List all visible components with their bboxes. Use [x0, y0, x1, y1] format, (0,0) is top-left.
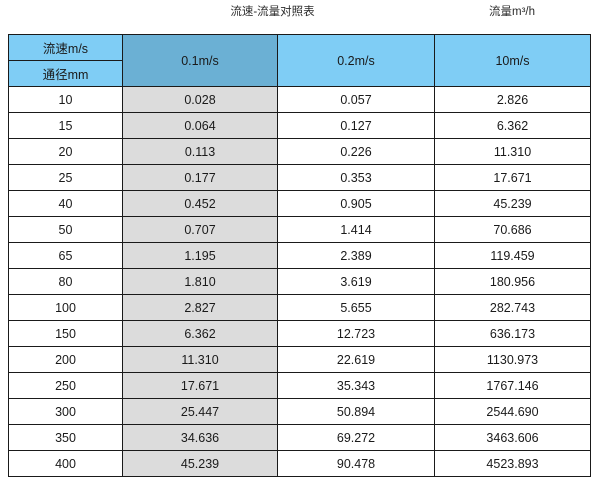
cell-flow-10: 17.671: [434, 164, 591, 191]
cell-diameter: 80: [8, 268, 123, 295]
table-row: 50 0.707 1.414 70.686: [8, 216, 591, 243]
cell-flow-0-1: 0.707: [122, 216, 278, 243]
table-row: 25 0.177 0.353 17.671: [8, 164, 591, 191]
table-row: 65 1.195 2.389 119.459: [8, 242, 591, 269]
cell-flow-0-1: 45.239: [122, 450, 278, 477]
table-row: 250 17.671 35.343 1767.146: [8, 372, 591, 399]
cell-diameter: 15: [8, 112, 123, 139]
cell-diameter: 20: [8, 138, 123, 165]
header-velocity-label: 流速m/s: [8, 34, 123, 61]
cell-flow-0-1: 1.195: [122, 242, 278, 269]
table-row: 300 25.447 50.894 2544.690: [8, 398, 591, 425]
page-title: 流速-流量对照表: [230, 6, 315, 18]
cell-flow-0-1: 25.447: [122, 398, 278, 425]
cell-flow-10: 3463.606: [434, 424, 591, 451]
cell-flow-10: 4523.893: [434, 450, 591, 477]
cell-flow-0-2: 2.389: [277, 242, 435, 269]
cell-flow-0-2: 12.723: [277, 320, 435, 347]
flow-velocity-table: 流速m/s 0.1m/s 0.2m/s 10m/s 通径mm 10 0.028 …: [8, 34, 591, 477]
cell-diameter: 40: [8, 190, 123, 217]
cell-diameter: 50: [8, 216, 123, 243]
table-header-row-bottom: 通径mm: [8, 60, 591, 87]
cell-flow-10: 11.310: [434, 138, 591, 165]
cell-flow-10: 1767.146: [434, 372, 591, 399]
titles-row: 流速-流量对照表 流量m³/h: [0, 0, 600, 34]
cell-flow-0-1: 34.636: [122, 424, 278, 451]
table-header-row-top: 流速m/s 0.1m/s 0.2m/s 10m/s: [8, 34, 591, 87]
cell-flow-10: 282.743: [434, 294, 591, 321]
cell-flow-0-2: 69.272: [277, 424, 435, 451]
table-row: 150 6.362 12.723 636.173: [8, 320, 591, 347]
cell-diameter: 300: [8, 398, 123, 425]
cell-flow-10: 636.173: [434, 320, 591, 347]
table-row: 20 0.113 0.226 11.310: [8, 138, 591, 165]
cell-flow-0-2: 35.343: [277, 372, 435, 399]
header-diameter-label: 通径mm: [8, 60, 123, 87]
cell-flow-0-2: 0.226: [277, 138, 435, 165]
cell-flow-0-2: 0.353: [277, 164, 435, 191]
cell-flow-0-2: 0.905: [277, 190, 435, 217]
cell-flow-10: 45.239: [434, 190, 591, 217]
cell-flow-0-1: 6.362: [122, 320, 278, 347]
table-row: 400 45.239 90.478 4523.893: [8, 450, 591, 477]
cell-flow-10: 2544.690: [434, 398, 591, 425]
flow-unit-title: 流量m³/h: [489, 6, 535, 18]
column-header-velocity-1: 0.2m/s: [277, 34, 435, 87]
cell-flow-0-1: 2.827: [122, 294, 278, 321]
cell-flow-10: 1130.973: [434, 346, 591, 373]
cell-diameter: 250: [8, 372, 123, 399]
cell-diameter: 400: [8, 450, 123, 477]
cell-flow-0-1: 0.113: [122, 138, 278, 165]
cell-flow-0-2: 22.619: [277, 346, 435, 373]
table-row: 100 2.827 5.655 282.743: [8, 294, 591, 321]
cell-flow-10: 180.956: [434, 268, 591, 295]
cell-flow-0-1: 17.671: [122, 372, 278, 399]
table-body: 流速m/s 0.1m/s 0.2m/s 10m/s 通径mm 10 0.028 …: [8, 34, 591, 477]
flow-velocity-table-wrap: 流速m/s 0.1m/s 0.2m/s 10m/s 通径mm 10 0.028 …: [8, 34, 591, 477]
cell-flow-0-1: 0.452: [122, 190, 278, 217]
cell-flow-10: 119.459: [434, 242, 591, 269]
cell-diameter: 200: [8, 346, 123, 373]
cell-flow-10: 70.686: [434, 216, 591, 243]
cell-flow-0-1: 0.028: [122, 86, 278, 113]
column-header-velocity-2: 10m/s: [434, 34, 591, 87]
cell-diameter: 25: [8, 164, 123, 191]
cell-flow-0-2: 5.655: [277, 294, 435, 321]
cell-diameter: 350: [8, 424, 123, 451]
cell-flow-0-1: 1.810: [122, 268, 278, 295]
table-row: 10 0.028 0.057 2.826: [8, 86, 591, 113]
table-row: 350 34.636 69.272 3463.606: [8, 424, 591, 451]
cell-diameter: 10: [8, 86, 123, 113]
cell-flow-0-2: 3.619: [277, 268, 435, 295]
table-row: 200 11.310 22.619 1130.973: [8, 346, 591, 373]
cell-diameter: 100: [8, 294, 123, 321]
cell-flow-0-2: 0.127: [277, 112, 435, 139]
column-header-velocity-0: 0.1m/s: [122, 34, 278, 87]
table-row: 80 1.810 3.619 180.956: [8, 268, 591, 295]
cell-flow-10: 6.362: [434, 112, 591, 139]
table-row: 40 0.452 0.905 45.239: [8, 190, 591, 217]
cell-flow-10: 2.826: [434, 86, 591, 113]
cell-flow-0-2: 90.478: [277, 450, 435, 477]
cell-flow-0-2: 50.894: [277, 398, 435, 425]
table-row: 15 0.064 0.127 6.362: [8, 112, 591, 139]
cell-flow-0-1: 0.177: [122, 164, 278, 191]
cell-diameter: 150: [8, 320, 123, 347]
cell-flow-0-2: 0.057: [277, 86, 435, 113]
cell-diameter: 65: [8, 242, 123, 269]
cell-flow-0-1: 11.310: [122, 346, 278, 373]
cell-flow-0-2: 1.414: [277, 216, 435, 243]
cell-flow-0-1: 0.064: [122, 112, 278, 139]
